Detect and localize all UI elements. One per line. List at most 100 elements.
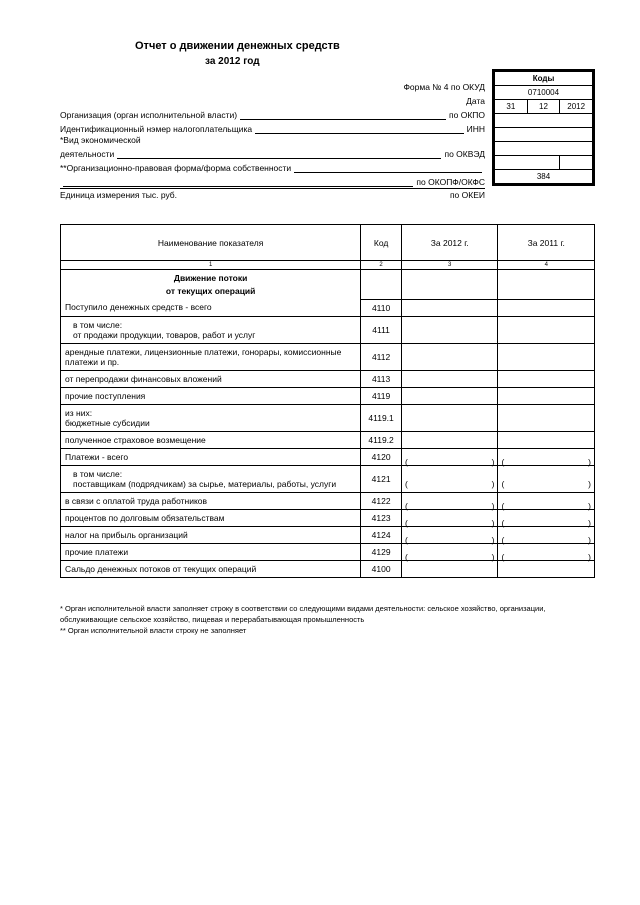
tiny-1: 1 <box>61 261 361 270</box>
okei-code: 384 <box>495 170 593 184</box>
col-2011-header: За 2011 г. <box>498 225 595 261</box>
row-value <box>401 343 498 370</box>
row-name: Сальдо денежных потоков от текущих опера… <box>61 560 361 577</box>
row-value <box>401 431 498 448</box>
report-title: Отчет о движении денежных средств <box>135 40 595 52</box>
row-value <box>498 431 595 448</box>
okved-label: по ОКВЭД <box>444 149 485 159</box>
row-name: прочие поступления <box>61 387 361 404</box>
row-value: () <box>498 543 595 560</box>
table-row: в том числе: от продажи продукции, товар… <box>61 316 595 343</box>
main-table: Наименование показателя Код За 2012 г. З… <box>60 224 595 578</box>
date-month: 12 <box>527 100 560 114</box>
footnote-1: * Орган исполнительной власти заполняет … <box>60 603 595 626</box>
org-line <box>240 110 446 120</box>
table-row: Сальдо денежных потоков от текущих опера… <box>61 560 595 577</box>
row-value <box>401 404 498 431</box>
row-code: 4100 <box>361 560 402 577</box>
date-year: 2012 <box>560 100 593 114</box>
row-name: полученное страховое возмещение <box>61 431 361 448</box>
section-1-line-2: от текущих операций <box>61 286 361 299</box>
row-name: из них: бюджетные субсидии <box>61 404 361 431</box>
tiny-3: 3 <box>401 261 498 270</box>
row-value <box>498 299 595 316</box>
row-value <box>498 343 595 370</box>
table-row: от перепродажи финансовых вложений4113 <box>61 370 595 387</box>
row-value <box>498 316 595 343</box>
row-code: 4123 <box>361 509 402 526</box>
tiny-2: 2 <box>361 261 402 270</box>
activity-label-1: *Вид экономической <box>60 135 141 145</box>
row-name: в связи с оплатой труда работников <box>61 492 361 509</box>
row-value: () <box>401 509 498 526</box>
activity-label-2: деятельности <box>60 149 114 159</box>
col-name-header: Наименование показателя <box>61 225 361 261</box>
row-name: в том числе: поставщикам (подрядчикам) з… <box>61 465 361 492</box>
row-value: () <box>401 543 498 560</box>
row-value <box>498 404 595 431</box>
legal-line <box>294 163 482 173</box>
legal-label: **Организационно-правовая форма/форма со… <box>60 163 291 173</box>
row-name: Платежи - всего <box>61 448 361 465</box>
inn-right: ИНН <box>467 124 485 134</box>
inn-label: Идентификационный нэмер налогоплательщик… <box>60 124 252 134</box>
unit-label: Единица измерения тыс. руб. <box>60 190 177 200</box>
okfs-cell <box>560 156 593 170</box>
table-row: Поступило денежных средств - всего4110 <box>61 299 595 316</box>
row-name: арендные платежи, лицензионные платежи, … <box>61 343 361 370</box>
row-value: () <box>498 509 595 526</box>
row-value <box>401 299 498 316</box>
row-code: 4119.2 <box>361 431 402 448</box>
row-value <box>498 387 595 404</box>
row-name: налог на прибыль организаций <box>61 526 361 543</box>
row-code: 4111 <box>361 316 402 343</box>
table-row: из них: бюджетные субсидии4119.1 <box>61 404 595 431</box>
row-value <box>401 560 498 577</box>
row-value: () <box>401 492 498 509</box>
table-row: налог на прибыль организаций4124()() <box>61 526 595 543</box>
row-value <box>401 370 498 387</box>
inn-line <box>255 124 464 134</box>
row-code: 4113 <box>361 370 402 387</box>
report-subtitle: за 2012 год <box>205 56 595 67</box>
col-code-header: Код <box>361 225 402 261</box>
row-name: в том числе: от продажи продукции, товар… <box>61 316 361 343</box>
row-code: 4121 <box>361 465 402 492</box>
table-row: процентов по долговым обязательствам4123… <box>61 509 595 526</box>
row-value <box>401 387 498 404</box>
row-code: 4110 <box>361 299 402 316</box>
footnotes: * Орган исполнительной власти заполняет … <box>60 603 595 637</box>
row-value <box>498 560 595 577</box>
table-row: Платежи - всего4120()() <box>61 448 595 465</box>
okopf-label: по ОКОПФ/ОКФС <box>416 177 485 187</box>
okpo-label: по ОКПО <box>449 110 485 120</box>
legal-line-2 <box>63 177 413 187</box>
row-value: () <box>401 465 498 492</box>
header-block: Коды 0710004 31 12 2012 384 Форма № 4 по… <box>60 69 595 199</box>
date-day: 31 <box>495 100 528 114</box>
row-code: 4119 <box>361 387 402 404</box>
row-value: () <box>401 448 498 465</box>
row-value <box>401 316 498 343</box>
form-label: Форма № 4 по ОКУД <box>403 82 485 92</box>
row-value: () <box>498 448 595 465</box>
section-1-line-1: Движение потоки <box>61 270 361 287</box>
table-row: прочие поступления4119 <box>61 387 595 404</box>
okved-cell <box>495 142 593 156</box>
row-name: от перепродажи финансовых вложений <box>61 370 361 387</box>
inn-cell <box>495 128 593 142</box>
row-code: 4120 <box>361 448 402 465</box>
row-name: прочие платежи <box>61 543 361 560</box>
okopf-cell <box>495 156 560 170</box>
codes-header: Коды <box>495 72 593 86</box>
row-code: 4129 <box>361 543 402 560</box>
table-row: полученное страховое возмещение4119.2 <box>61 431 595 448</box>
row-code: 4112 <box>361 343 402 370</box>
org-label: Организация (орган исполнительной власти… <box>60 110 237 120</box>
row-code: 4122 <box>361 492 402 509</box>
row-value <box>498 370 595 387</box>
tiny-4: 4 <box>498 261 595 270</box>
row-code: 4124 <box>361 526 402 543</box>
okpo-cell <box>495 114 593 128</box>
row-name: Поступило денежных средств - всего <box>61 299 361 316</box>
